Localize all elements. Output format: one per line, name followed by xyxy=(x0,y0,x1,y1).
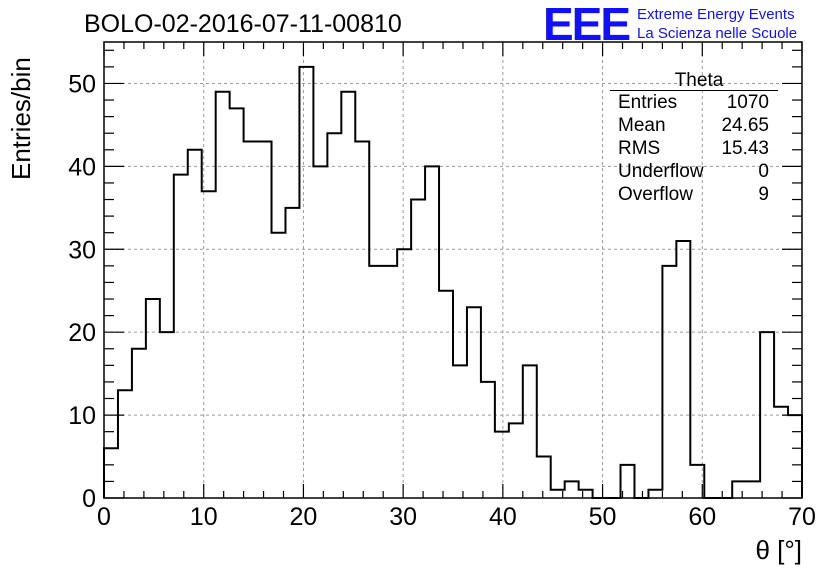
histogram-bin xyxy=(565,481,579,498)
stats-title: Theta xyxy=(610,71,778,91)
logo-line-2: La Scienza nelle Scuole xyxy=(637,25,798,42)
histogram-bin xyxy=(439,291,453,498)
x-tick-label: 60 xyxy=(688,503,716,531)
histogram-bin xyxy=(383,266,397,498)
histogram-bin xyxy=(174,175,188,498)
histogram-bin xyxy=(118,390,132,498)
y-axis-ticks: 0 10 20 30 40 50 xyxy=(68,49,802,513)
histogram-bin xyxy=(327,133,341,498)
histogram-bin xyxy=(285,208,299,498)
histogram-bin xyxy=(425,166,439,498)
stats-label: RMS xyxy=(618,138,661,159)
histogram-bin xyxy=(202,191,216,498)
y-tick-label: 0 xyxy=(82,485,96,513)
x-tick-label: 40 xyxy=(489,503,517,531)
histogram-bin xyxy=(188,150,202,498)
stats-value: 24.65 xyxy=(721,115,769,136)
histogram-bin xyxy=(258,141,272,498)
histogram-bin xyxy=(397,249,411,498)
x-tick-label: 30 xyxy=(389,503,417,531)
stats-value: 1070 xyxy=(726,92,769,113)
stats-value: 15.43 xyxy=(721,138,769,159)
x-tick-label: 20 xyxy=(290,503,318,531)
histogram-bin xyxy=(299,67,313,498)
chart-title: BOLO-02-2016-07-11-00810 xyxy=(84,10,402,38)
x-axis-ticks: 0 10 20 30 40 50 60 70 xyxy=(97,42,816,531)
logo-line-1: Extreme Energy Events xyxy=(637,6,795,23)
stats-label: Mean xyxy=(618,115,666,136)
stats-box: Theta Entries 1070 Mean 24.65 RMS 15.43 … xyxy=(610,71,778,206)
plot-frame xyxy=(103,41,803,499)
histogram-bin xyxy=(648,490,662,498)
histogram-bin xyxy=(579,490,593,498)
histogram-outline xyxy=(103,65,803,499)
histogram-bin xyxy=(788,415,802,498)
histogram-bin xyxy=(774,407,788,498)
histogram-bin xyxy=(244,141,258,498)
histogram-bin xyxy=(676,241,690,498)
x-tick-label: 0 xyxy=(97,503,111,531)
stats-row: Mean 24.65 xyxy=(610,114,778,137)
histogram-bin xyxy=(760,332,774,498)
stats-row: Overflow 9 xyxy=(610,183,778,206)
histogram-bin xyxy=(216,92,230,498)
histogram-bin xyxy=(230,108,244,498)
histogram-bin xyxy=(272,233,286,498)
histogram-bin xyxy=(481,382,495,498)
histogram-bin xyxy=(690,465,704,498)
histogram-bin xyxy=(453,365,467,498)
histogram-bin xyxy=(132,349,146,498)
histogram-bin xyxy=(495,432,509,498)
stats-row: Underflow 0 xyxy=(610,160,778,183)
histogram-bin xyxy=(146,299,160,498)
stats-label: Underflow xyxy=(618,161,704,182)
y-tick-label: 50 xyxy=(68,70,96,98)
stats-label: Overflow xyxy=(618,184,693,205)
histogram-bin xyxy=(621,465,635,498)
y-tick-label: 20 xyxy=(68,319,96,347)
stats-label: Entries xyxy=(618,92,678,113)
histogram-bin xyxy=(369,266,383,498)
eee-logo-mark: EEE xyxy=(543,0,631,50)
x-tick-label: 10 xyxy=(190,503,218,531)
histogram-bin xyxy=(509,423,523,498)
x-tick-label: 70 xyxy=(788,503,816,531)
histogram-bin xyxy=(551,490,565,498)
histogram-bin xyxy=(411,200,425,498)
histogram-bin xyxy=(104,448,118,498)
histogram-bin xyxy=(523,365,537,498)
histogram-bin xyxy=(341,92,355,498)
histogram-bin xyxy=(662,266,676,498)
histogram-bin xyxy=(467,307,481,498)
y-tick-label: 10 xyxy=(68,402,96,430)
stats-row: Entries 1070 xyxy=(610,91,778,114)
stats-row: RMS 15.43 xyxy=(610,137,778,160)
histogram-bin xyxy=(537,457,551,498)
histogram-bin xyxy=(313,166,327,498)
y-axis-label: Entries/bin xyxy=(6,57,36,180)
histogram-bin xyxy=(746,481,760,498)
histogram-bin xyxy=(355,141,369,498)
y-tick-label: 40 xyxy=(68,153,96,181)
stats-value: 0 xyxy=(758,161,769,182)
stats-value: 9 xyxy=(758,184,769,205)
x-tick-label: 50 xyxy=(589,503,617,531)
y-tick-label: 30 xyxy=(68,236,96,264)
x-axis-label: θ [°] xyxy=(755,535,802,565)
histogram-bin xyxy=(732,481,746,498)
histogram-bin xyxy=(160,332,174,498)
